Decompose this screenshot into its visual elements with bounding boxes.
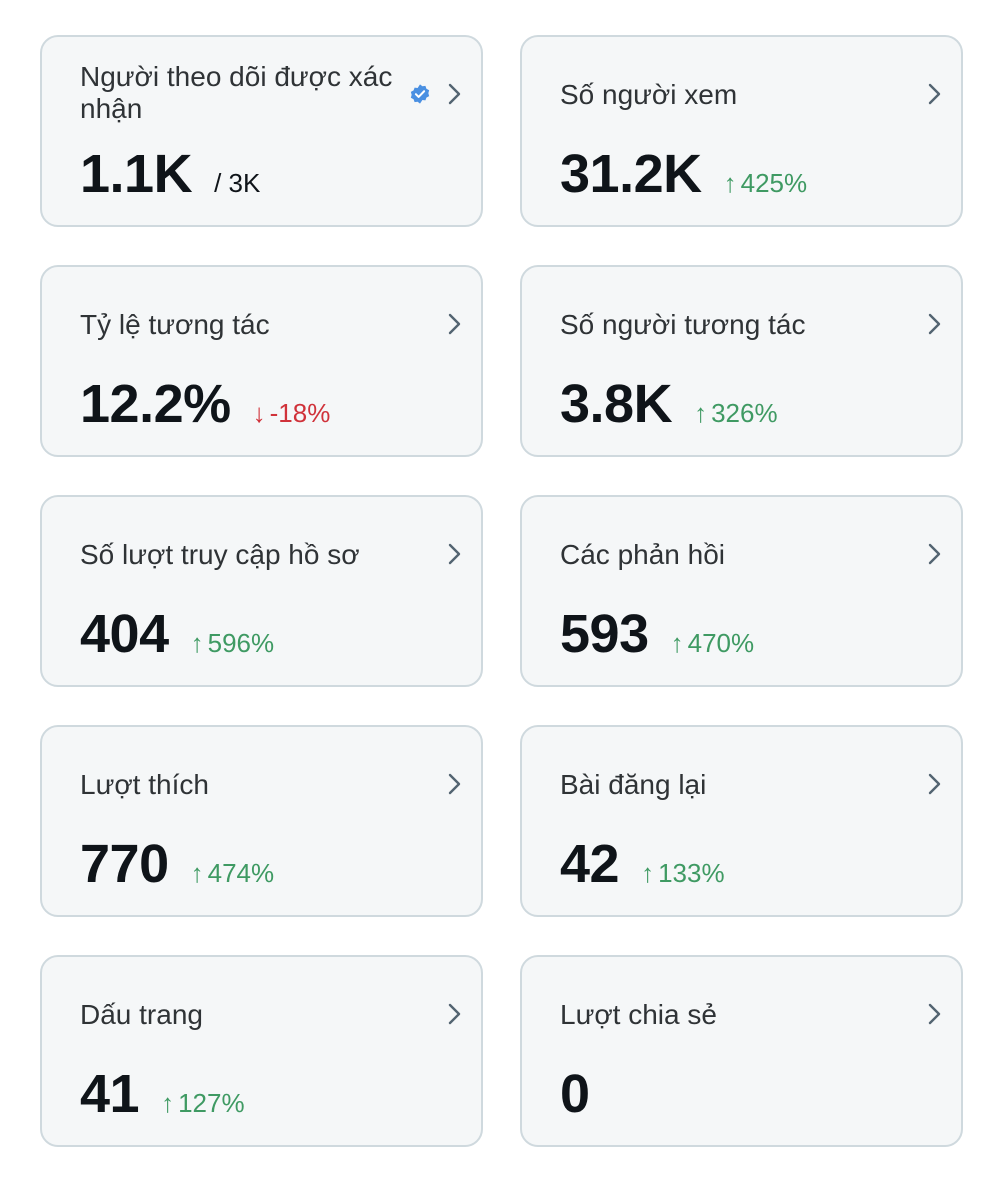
chevron-right-icon[interactable] <box>445 1001 465 1027</box>
metric-value: 0 <box>560 1064 590 1124</box>
change-value: 133% <box>658 858 725 888</box>
metric-row: 41 ↑ 127% <box>80 1059 245 1129</box>
arrow-up-icon: ↑ <box>694 398 708 428</box>
change-value: 425% <box>740 168 808 198</box>
change-value: 596% <box>207 628 275 658</box>
chevron-right-icon[interactable] <box>445 771 465 797</box>
chevron-right-icon[interactable] <box>925 771 945 797</box>
change-value: 127% <box>178 1088 245 1118</box>
card-title: Lượt thích <box>80 769 209 800</box>
metric-row: 31.2K ↑ 425% <box>560 139 807 209</box>
card-verified-followers[interactable]: Người theo dõi được xác nhận 1.1K / 3K <box>40 35 483 227</box>
change-value: 474% <box>207 858 275 888</box>
metric-value: 12.2% <box>80 374 231 434</box>
card-title: Số người xem <box>560 79 738 110</box>
card-title: Dấu trang <box>80 999 203 1030</box>
verified-badge-icon <box>410 84 430 104</box>
change-indicator: ↑ 326% <box>694 398 778 429</box>
metric-row: 12.2% ↓ -18% <box>80 369 330 439</box>
card-replies[interactable]: Các phản hồi 593 ↑ 470% <box>520 495 963 687</box>
card-engaged-users[interactable]: Số người tương tác 3.8K ↑ 326% <box>520 265 963 457</box>
change-indicator: ↑ 425% <box>724 168 808 199</box>
card-viewers[interactable]: Số người xem 31.2K ↑ 425% <box>520 35 963 227</box>
arrow-down-icon: ↓ <box>252 398 266 428</box>
change-indicator: ↓ -18% <box>253 398 331 429</box>
change-indicator: ↑ 133% <box>641 858 725 889</box>
chevron-right-icon[interactable] <box>925 541 945 567</box>
metric-row: 404 ↑ 596% <box>80 599 274 669</box>
chevron-right-icon[interactable] <box>445 311 465 337</box>
chevron-right-icon[interactable] <box>445 81 465 107</box>
card-title: Các phản hồi <box>560 539 726 570</box>
card-title: Bài đăng lại <box>560 769 707 800</box>
metric-row: 0 <box>560 1059 590 1129</box>
change-indicator: ↑ 127% <box>161 1088 245 1119</box>
card-title: Số lượt truy cập hồ sơ <box>80 539 360 570</box>
metric-value: 42 <box>560 834 620 894</box>
metric-value: 593 <box>560 604 649 664</box>
card-title: Số người tương tác <box>560 309 806 340</box>
metric-total: / 3K <box>214 168 261 198</box>
card-reposts[interactable]: Bài đăng lại 42 ↑ 133% <box>520 725 963 917</box>
metric-value: 770 <box>80 834 169 894</box>
card-shares[interactable]: Lượt chia sẻ 0 <box>520 955 963 1147</box>
metric-row: 1.1K / 3K <box>80 139 260 209</box>
arrow-up-icon: ↑ <box>670 628 684 658</box>
metric-row: 3.8K ↑ 326% <box>560 369 778 439</box>
card-engagement-rate[interactable]: Tỷ lệ tương tác 12.2% ↓ -18% <box>40 265 483 457</box>
change-indicator: ↑ 596% <box>191 628 275 659</box>
card-likes[interactable]: Lượt thích 770 ↑ 474% <box>40 725 483 917</box>
card-profile-visits[interactable]: Số lượt truy cập hồ sơ 404 ↑ 596% <box>40 495 483 687</box>
chevron-right-icon[interactable] <box>445 541 465 567</box>
metric-row: 42 ↑ 133% <box>560 829 725 899</box>
arrow-up-icon: ↑ <box>723 168 737 198</box>
metric-row: 593 ↑ 470% <box>560 599 754 669</box>
metric-value: 31.2K <box>560 144 702 204</box>
chevron-right-icon[interactable] <box>925 81 945 107</box>
metric-value: 41 <box>80 1064 140 1124</box>
arrow-up-icon: ↑ <box>641 858 655 888</box>
chevron-right-icon[interactable] <box>925 1001 945 1027</box>
card-title: Lượt chia sẻ <box>560 999 717 1030</box>
metric-value: 3.8K <box>560 374 673 434</box>
card-title: Tỷ lệ tương tác <box>80 309 270 340</box>
arrow-up-icon: ↑ <box>190 628 204 658</box>
metric-row: 770 ↑ 474% <box>80 829 274 899</box>
arrow-up-icon: ↑ <box>190 858 204 888</box>
analytics-grid: Người theo dõi được xác nhận 1.1K / 3K S… <box>40 35 963 1147</box>
chevron-right-icon[interactable] <box>925 311 945 337</box>
metric-value: 404 <box>80 604 169 664</box>
change-value: -18% <box>269 398 331 428</box>
metric-value: 1.1K <box>80 144 193 204</box>
arrow-up-icon: ↑ <box>161 1088 175 1118</box>
card-title: Người theo dõi được xác nhận <box>80 61 393 124</box>
change-indicator: ↑ 474% <box>191 858 275 889</box>
card-bookmarks[interactable]: Dấu trang 41 ↑ 127% <box>40 955 483 1147</box>
change-value: 470% <box>687 628 755 658</box>
change-value: 326% <box>711 398 778 428</box>
change-indicator: ↑ 470% <box>671 628 755 659</box>
